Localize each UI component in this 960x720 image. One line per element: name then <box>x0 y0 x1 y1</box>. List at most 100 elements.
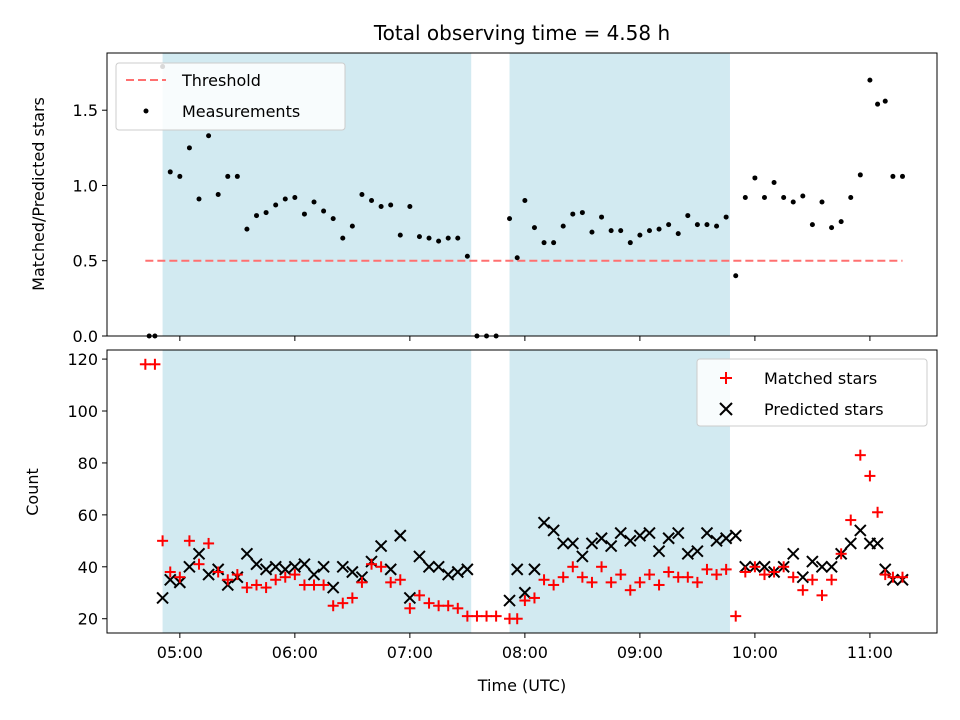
measurement-point <box>369 198 375 204</box>
matched-point <box>864 470 876 482</box>
measurement-point <box>882 98 888 104</box>
matched-point <box>624 584 636 596</box>
y-tick-label: 1.0 <box>73 176 98 195</box>
predicted-point <box>422 560 436 574</box>
matched-legend-label: Matched stars <box>764 369 877 388</box>
x-axis-label: Time (UTC) <box>477 676 566 695</box>
matched-point <box>375 561 387 573</box>
matched-point <box>385 576 397 588</box>
matched-point <box>413 589 425 601</box>
measurement-point <box>321 208 327 214</box>
matched-legend-swatch <box>720 372 732 384</box>
matched-point <box>854 449 866 461</box>
predicted-legend-swatch <box>719 402 733 416</box>
measurement-point <box>455 235 461 241</box>
measurement-point <box>244 226 250 232</box>
measurement-point <box>254 213 260 219</box>
matched-point <box>615 569 627 581</box>
measurement-point <box>311 199 317 205</box>
predicted-point <box>806 555 819 568</box>
measurement-point <box>196 196 202 202</box>
top-y-ticks: 0.0 0.5 1.0 1.5 <box>73 101 107 346</box>
measurement-point <box>359 192 365 197</box>
measurement-point <box>426 235 432 241</box>
predicted-point <box>854 524 867 537</box>
measurement-point <box>416 234 422 240</box>
bottom-legend: Matched stars Predicted stars <box>696 358 928 427</box>
measurement-point <box>714 223 720 229</box>
measurement-point <box>867 77 873 83</box>
predicted-point <box>384 563 397 576</box>
measurement-points <box>146 64 905 339</box>
measurement-point <box>407 204 413 210</box>
measurement-point <box>292 195 298 201</box>
measurement-point <box>675 231 681 237</box>
x-tick-label: 10:00 <box>732 643 778 662</box>
bottom-panel: 20 40 60 80 100 120 05:00 06:00 07:00 08:00 09:00… <box>23 349 938 695</box>
matched-point <box>327 600 339 612</box>
matched-point <box>511 613 523 625</box>
shaded-interval <box>509 53 730 336</box>
matched-point <box>251 579 263 591</box>
measurement-point <box>599 214 605 220</box>
matched-point <box>872 506 884 518</box>
measurement-point <box>234 173 240 179</box>
measurement-point <box>589 229 595 235</box>
measurement-point <box>733 273 739 279</box>
matched-point <box>394 574 406 586</box>
matched-point <box>174 571 186 583</box>
measurement-point <box>206 133 212 139</box>
matched-point <box>806 574 818 586</box>
measurement-point <box>570 211 576 217</box>
matched-point <box>149 358 161 370</box>
y-tick-label: 60 <box>78 506 98 525</box>
y-tick-label: 40 <box>78 558 98 577</box>
matched-point <box>567 561 579 573</box>
predicted-point <box>844 537 857 550</box>
predicted-point <box>307 568 321 581</box>
matched-point <box>749 561 761 573</box>
measurement-point <box>848 195 854 201</box>
predicted-point <box>537 516 551 529</box>
matched-point <box>682 571 694 583</box>
y-tick-label: 0.5 <box>73 252 98 271</box>
chart-title: Total observing time = 4.58 h <box>373 21 670 45</box>
predicted-point <box>279 563 292 576</box>
x-tick-label: 11:00 <box>847 643 893 662</box>
predicted-point <box>432 560 445 574</box>
bottom-legend-box <box>696 358 928 427</box>
top-panel: 0.0 0.5 1.0 1.5 Matched/Predicted stars Thr… <box>29 52 938 346</box>
predicted-points <box>156 516 909 607</box>
bottom-axes-frame <box>106 349 938 634</box>
matched-point <box>337 597 349 609</box>
measurement-point <box>781 195 787 201</box>
matched-point <box>241 582 253 594</box>
measurement-point <box>666 222 672 228</box>
predicted-point <box>528 563 541 576</box>
predicted-point <box>700 526 714 540</box>
matched-point <box>663 566 675 578</box>
matched-point <box>605 576 617 588</box>
matched-point <box>471 610 483 622</box>
measurement-point <box>819 199 825 205</box>
predicted-point <box>576 550 589 563</box>
shaded-interval <box>162 350 472 633</box>
measurement-point <box>579 210 585 216</box>
matched-point <box>691 576 703 588</box>
measurement-point <box>618 228 624 234</box>
bottom-y-axis-label: Count <box>23 468 42 516</box>
matched-point <box>164 566 176 578</box>
y-tick-label: 80 <box>78 454 98 473</box>
matched-point <box>596 561 608 573</box>
predicted-point <box>317 560 330 574</box>
predicted-point <box>336 560 349 574</box>
predicted-point <box>441 568 455 581</box>
matched-point <box>586 576 598 588</box>
matched-point <box>183 535 195 547</box>
matched-point <box>720 563 732 575</box>
matched-point <box>279 571 291 583</box>
measurement-point <box>646 228 652 234</box>
measurement-point <box>890 173 896 179</box>
bottom-y-ticks: 20 40 60 80 100 120 <box>67 350 107 629</box>
predicted-point <box>156 591 169 605</box>
